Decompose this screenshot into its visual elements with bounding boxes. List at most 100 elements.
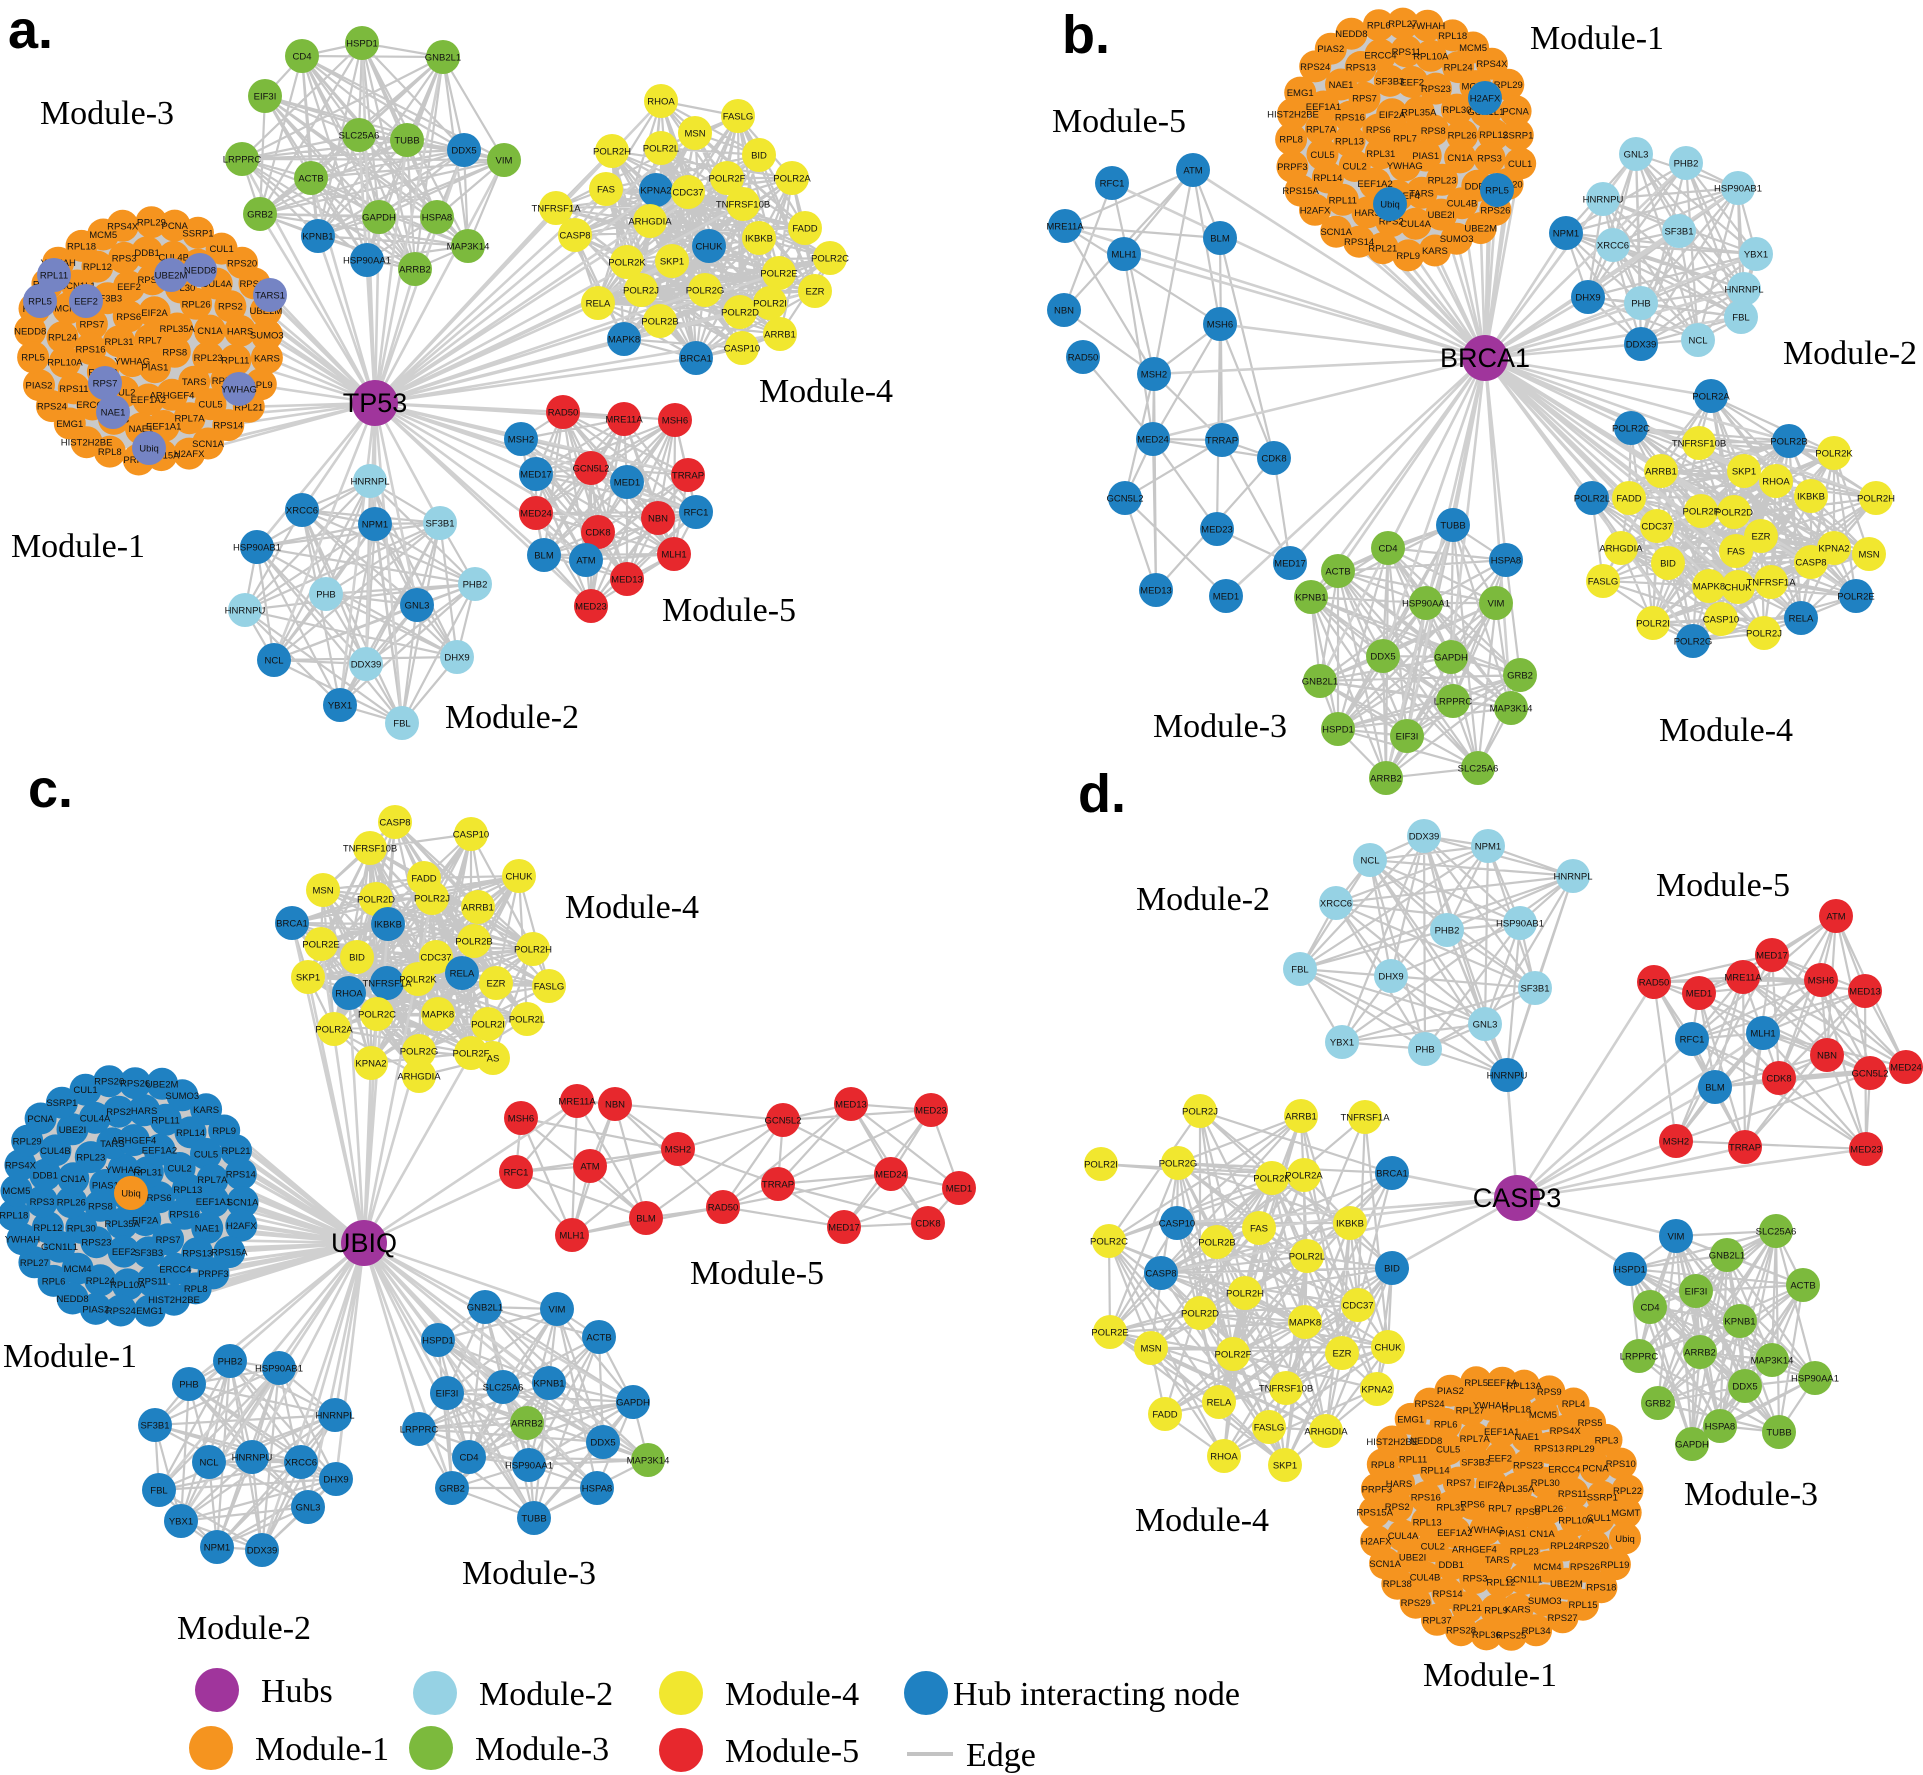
svg-text:UBE2M: UBE2M	[155, 271, 188, 282]
svg-text:KPNB1: KPNB1	[1724, 1317, 1755, 1328]
svg-text:RELA: RELA	[586, 299, 611, 310]
svg-text:UBE2M: UBE2M	[146, 1079, 179, 1090]
svg-text:RPL13: RPL13	[1335, 137, 1364, 148]
svg-text:RPL13A: RPL13A	[1506, 1381, 1542, 1392]
svg-text:EEF2: EEF2	[1488, 1453, 1512, 1464]
svg-text:POLR2B: POLR2B	[1198, 1238, 1236, 1249]
svg-text:MED24: MED24	[1137, 435, 1169, 446]
svg-text:YWHAH: YWHAH	[5, 1235, 41, 1246]
svg-text:PHB2: PHB2	[218, 1357, 243, 1368]
svg-text:PRPF3: PRPF3	[198, 1269, 229, 1280]
svg-text:HSP90AA1: HSP90AA1	[343, 256, 391, 267]
svg-text:POLR2A: POLR2A	[1692, 392, 1730, 403]
svg-text:Module-4: Module-4	[1135, 1502, 1269, 1539]
svg-text:RPL24: RPL24	[48, 333, 77, 344]
svg-text:CUL4B: CUL4B	[158, 252, 189, 263]
svg-text:PRPF3: PRPF3	[1362, 1484, 1393, 1495]
svg-text:POLR2C: POLR2C	[811, 254, 849, 265]
svg-text:CUL4A: CUL4A	[80, 1113, 111, 1124]
svg-text:Module-2: Module-2	[177, 1610, 311, 1647]
svg-text:HIST2H2BE: HIST2H2BE	[61, 438, 113, 449]
svg-text:MSH2: MSH2	[665, 1145, 691, 1156]
svg-text:TNFRSF10B: TNFRSF10B	[1259, 1384, 1313, 1395]
svg-text:ARRB2: ARRB2	[399, 265, 431, 276]
svg-text:EMG1: EMG1	[136, 1306, 163, 1317]
svg-text:Module-3: Module-3	[1684, 1476, 1818, 1513]
svg-text:TRRAP: TRRAP	[1206, 436, 1238, 447]
svg-text:RPL14: RPL14	[1421, 1465, 1450, 1476]
svg-text:DHX9: DHX9	[1575, 293, 1600, 304]
svg-text:UBE2M: UBE2M	[1550, 1579, 1583, 1590]
svg-text:EEF1A1: EEF1A1	[1484, 1427, 1519, 1438]
svg-text:FBL: FBL	[150, 1486, 167, 1497]
svg-text:RPL12: RPL12	[1479, 130, 1508, 141]
svg-text:HARS: HARS	[131, 1106, 157, 1117]
svg-text:EIF3I: EIF3I	[1396, 732, 1419, 743]
svg-text:PRPF3: PRPF3	[1277, 162, 1308, 173]
svg-text:MED1: MED1	[946, 1184, 972, 1195]
svg-text:RPL7A: RPL7A	[174, 414, 205, 425]
svg-text:HSPD1: HSPD1	[1322, 725, 1354, 736]
svg-text:RPL9: RPL9	[1396, 251, 1420, 262]
svg-text:ARRB2: ARRB2	[1370, 774, 1402, 785]
svg-text:TNFRSF10B: TNFRSF10B	[343, 844, 397, 855]
svg-text:RPL13: RPL13	[1413, 1518, 1442, 1529]
svg-text:PHB: PHB	[316, 590, 336, 601]
svg-text:NBN: NBN	[1054, 306, 1074, 317]
svg-text:VIM: VIM	[1488, 599, 1505, 610]
svg-text:PIAS1: PIAS1	[1412, 151, 1439, 162]
svg-text:ERCC4: ERCC4	[76, 400, 108, 411]
svg-text:CN1A: CN1A	[1447, 153, 1473, 164]
svg-text:NEDD8: NEDD8	[1335, 29, 1367, 40]
svg-text:BLM: BLM	[636, 1214, 656, 1225]
svg-text:ARRB2: ARRB2	[1684, 1348, 1716, 1359]
svg-text:RPL8: RPL8	[1279, 135, 1303, 146]
svg-text:YBX1: YBX1	[328, 701, 352, 712]
svg-text:TNFRSF10B: TNFRSF10B	[1672, 439, 1726, 450]
svg-text:ARHGDIA: ARHGDIA	[628, 217, 672, 228]
svg-text:POLR2A: POLR2A	[773, 174, 811, 185]
svg-text:ERCC4: ERCC4	[1548, 1465, 1580, 1476]
svg-text:CDK8: CDK8	[585, 528, 610, 539]
svg-text:RPL6: RPL6	[1434, 1419, 1458, 1430]
svg-text:MED13: MED13	[1140, 586, 1172, 597]
svg-text:PIAS1: PIAS1	[1499, 1529, 1526, 1540]
svg-text:SUMO3: SUMO3	[250, 330, 284, 341]
svg-text:RPS11: RPS11	[59, 384, 88, 395]
svg-text:Module-4: Module-4	[565, 889, 699, 926]
svg-text:TUBB: TUBB	[394, 136, 419, 147]
svg-text:PHB: PHB	[179, 1380, 199, 1391]
svg-text:RPL8: RPL8	[98, 447, 122, 458]
svg-text:POLR2D: POLR2D	[1181, 1309, 1219, 1320]
svg-text:HNRNPL: HNRNPL	[1724, 285, 1763, 296]
svg-text:Module-1: Module-1	[1530, 20, 1664, 57]
svg-text:GCN1L1: GCN1L1	[1506, 1574, 1543, 1585]
svg-text:RPL34: RPL34	[1522, 1626, 1551, 1637]
svg-text:CDK8: CDK8	[915, 1219, 940, 1230]
svg-text:KPNA2: KPNA2	[1818, 544, 1849, 555]
svg-text:RPL19: RPL19	[1600, 1560, 1629, 1571]
svg-text:FADD: FADD	[792, 224, 817, 235]
svg-text:RPL30: RPL30	[1442, 105, 1471, 116]
svg-text:RPS24: RPS24	[106, 1306, 136, 1317]
svg-text:RPL26: RPL26	[57, 1198, 86, 1209]
svg-text:RPL26: RPL26	[1448, 131, 1477, 142]
svg-text:d.: d.	[1078, 764, 1126, 824]
svg-text:VIM: VIM	[549, 1305, 566, 1316]
svg-text:RPS2: RPS2	[106, 1107, 131, 1118]
svg-text:VIM: VIM	[496, 156, 513, 167]
svg-text:KPNA2: KPNA2	[1361, 1385, 1392, 1396]
svg-text:KPNB1: KPNB1	[1295, 593, 1326, 604]
svg-text:RPS23: RPS23	[81, 1238, 111, 1249]
svg-text:RPS20: RPS20	[94, 1077, 124, 1088]
svg-text:POLR2H: POLR2H	[593, 147, 631, 158]
svg-text:H2AFX: H2AFX	[1361, 1537, 1392, 1548]
svg-text:NCL: NCL	[1360, 856, 1379, 867]
svg-text:SF3B1: SF3B1	[140, 1421, 169, 1432]
svg-text:BID: BID	[1660, 559, 1676, 570]
svg-text:MCM5: MCM5	[1459, 43, 1487, 54]
svg-text:EIF3I: EIF3I	[436, 1389, 459, 1400]
svg-text:RPL26: RPL26	[182, 299, 211, 310]
svg-text:MSN: MSN	[684, 129, 705, 140]
svg-text:TUBB: TUBB	[521, 1514, 546, 1525]
